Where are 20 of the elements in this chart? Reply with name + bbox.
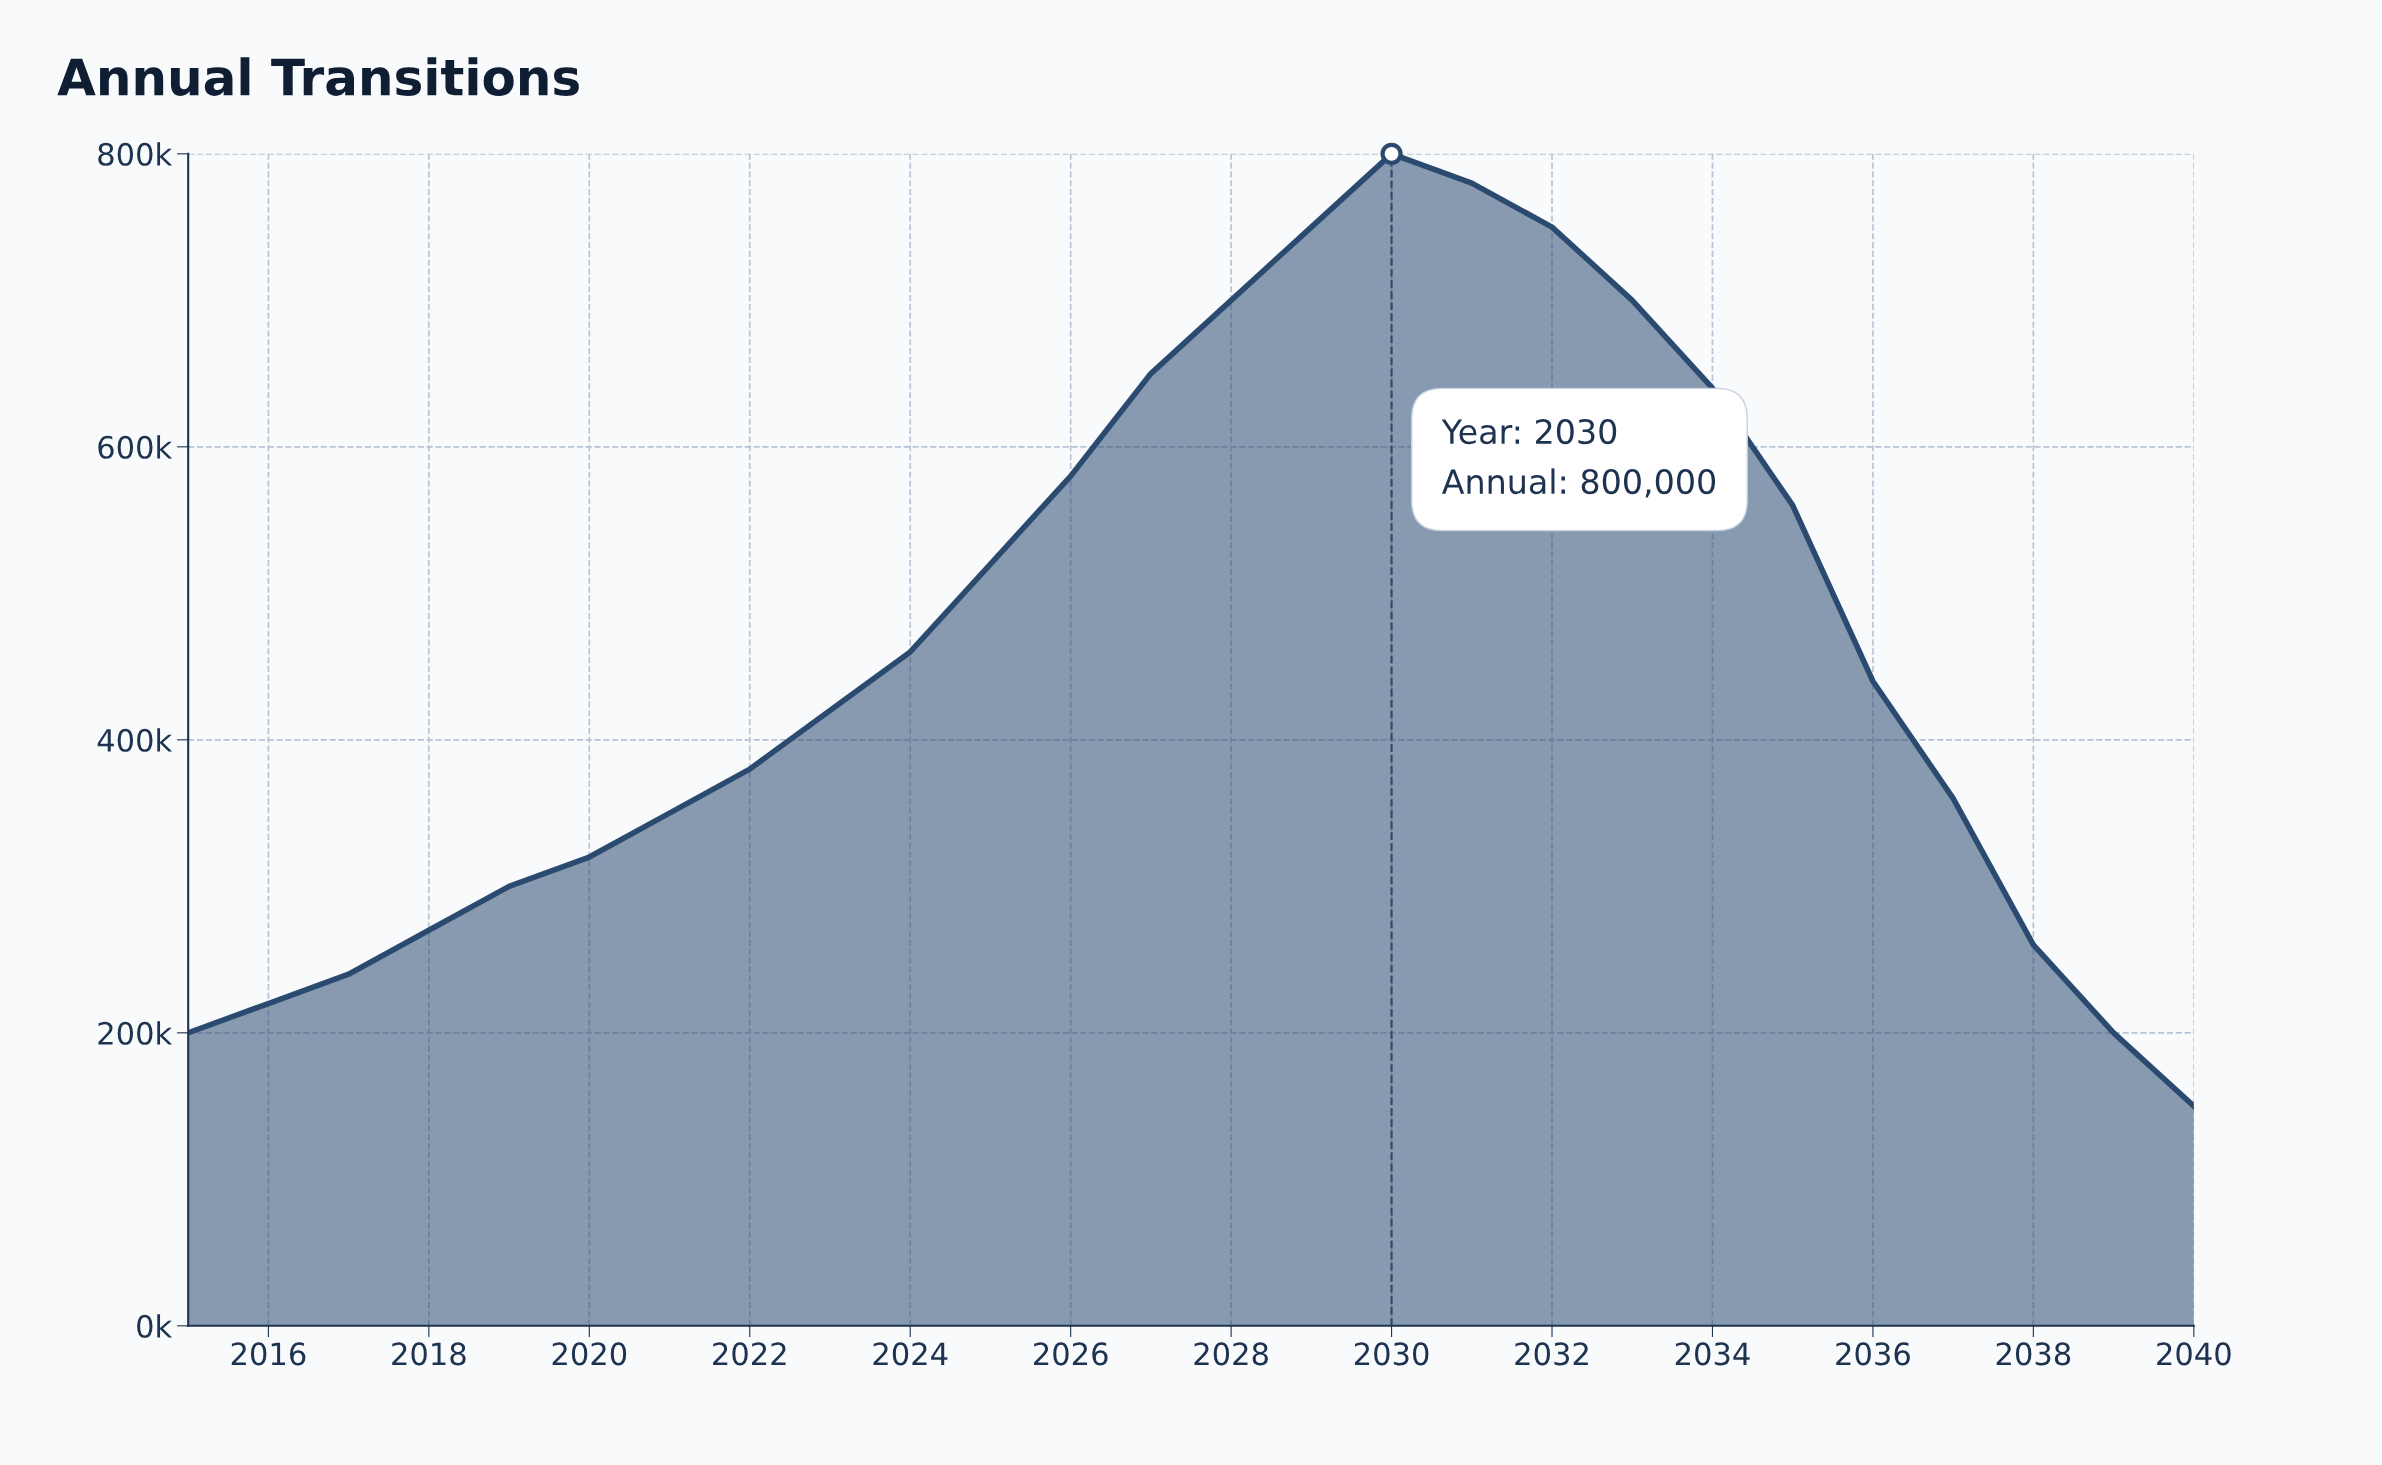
x-tick-label: 2018 [392, 1342, 466, 1366]
y-tick-label: 400k [97, 728, 173, 752]
y-tick-label: 0k [137, 1314, 173, 1338]
x-tick-label: 2022 [713, 1342, 786, 1366]
x-tick-label: 2024 [873, 1342, 948, 1366]
annotation: Year: 2030 Annual: 800,000 [1441, 418, 1716, 498]
x-tick-label: 2020 [552, 1342, 627, 1366]
x-tick-label: 2040 [2157, 1342, 2231, 1366]
x-tick-label: 2034 [1675, 1342, 1750, 1366]
chart-title: Annual Transitions [57, 57, 579, 96]
y-tick-label: 200k [98, 1021, 173, 1045]
x-tick-label: 2026 [1034, 1342, 1108, 1366]
x-tick-label: 2016 [231, 1342, 306, 1366]
y-tick-label: 600k [98, 435, 173, 459]
x-tick-label: 2038 [1996, 1342, 2071, 1366]
x-tick-label: 2036 [1836, 1342, 1910, 1366]
x-tick-label: 2028 [1194, 1342, 1268, 1366]
x-tick-label: 2032 [1515, 1342, 1588, 1366]
y-tick-label: 800k [98, 142, 173, 166]
x-tick-label: 2030 [1354, 1342, 1429, 1366]
